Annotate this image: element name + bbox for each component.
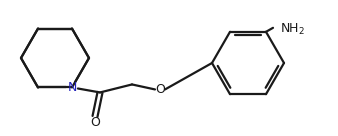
- Text: O: O: [155, 83, 165, 96]
- Text: N: N: [67, 81, 77, 94]
- Text: O: O: [90, 116, 100, 129]
- Text: NH$_2$: NH$_2$: [280, 22, 305, 37]
